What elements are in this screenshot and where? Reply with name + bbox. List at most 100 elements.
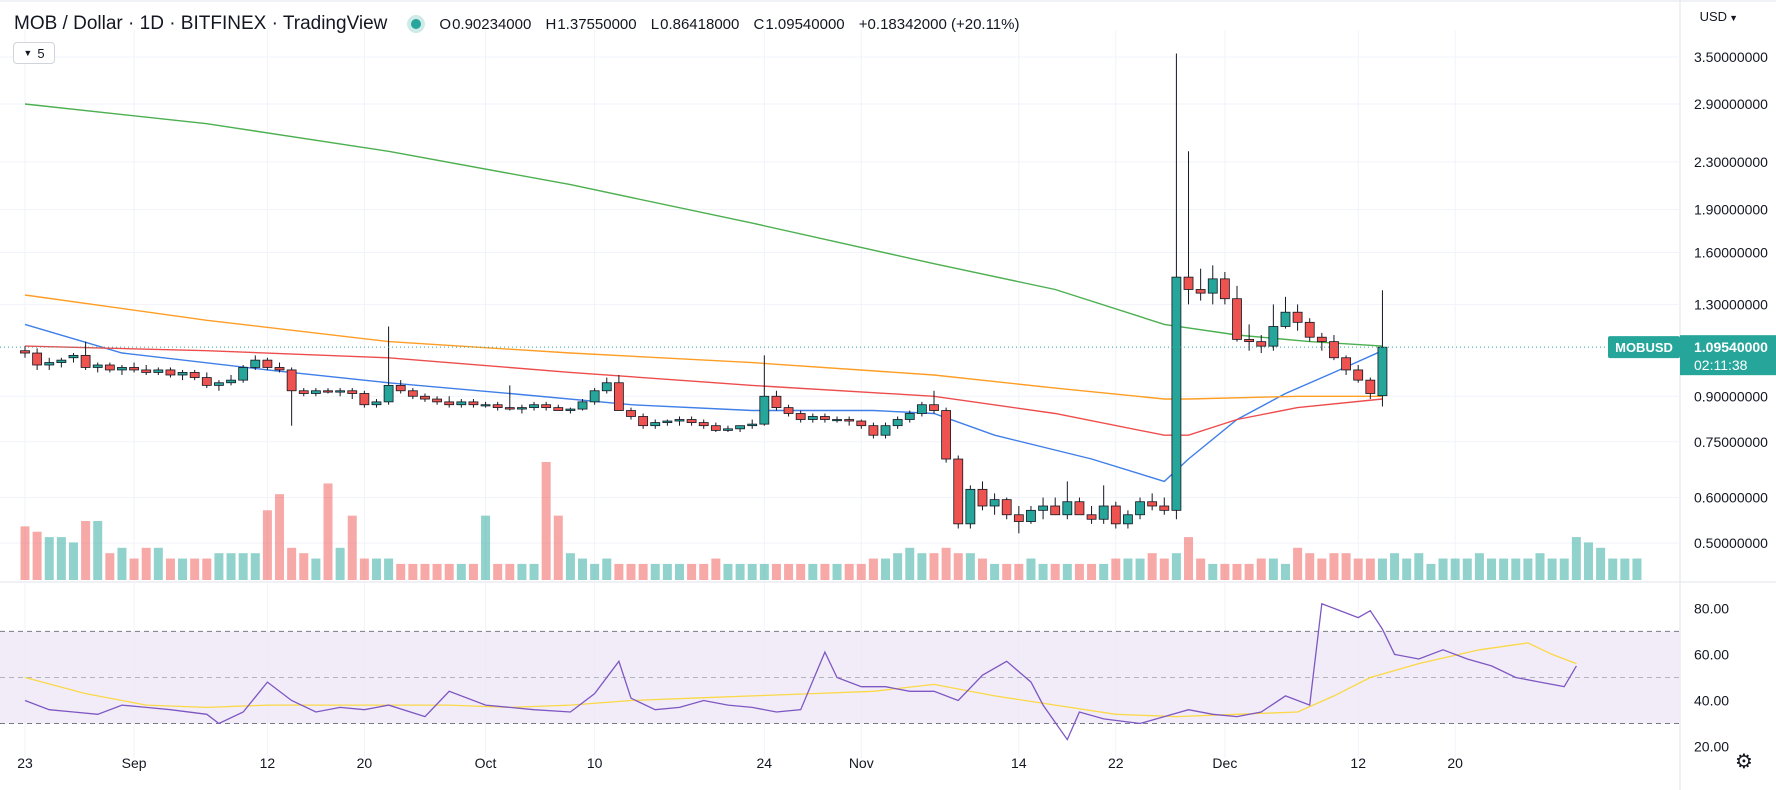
time-tick-label: 23 — [17, 755, 33, 771]
candle — [759, 355, 770, 426]
price-tick-label: 0.90000000 — [1694, 388, 1768, 404]
volume-bar — [1002, 563, 1012, 580]
price-tick-label: 0.50000000 — [1694, 535, 1768, 551]
volume-bar — [553, 515, 563, 580]
volume-bar — [638, 563, 648, 580]
candle — [698, 419, 709, 429]
price-axis[interactable]: 3.50000000 2.90000000 2.30000000 1.90000000… — [1694, 49, 1768, 551]
time-axis[interactable]: 23 Sep 12 20 Oct 10 24 Nov 14 22 Dec 12 20 — [17, 755, 1463, 771]
candle-body — [1050, 505, 1061, 516]
candle-body — [1013, 514, 1024, 522]
candle-body — [1074, 501, 1085, 516]
candles[interactable] — [20, 53, 1388, 534]
volume-bar — [299, 553, 309, 580]
candle-body — [1244, 339, 1255, 343]
candle — [844, 416, 855, 426]
volume-bar — [275, 494, 285, 580]
volume-bar — [153, 547, 163, 580]
candle-body — [141, 369, 152, 373]
volume-bar — [1414, 553, 1424, 580]
candle — [674, 416, 685, 426]
candle-body — [565, 408, 576, 411]
volume-bar — [371, 558, 381, 580]
candle-body — [965, 488, 976, 525]
volume-bar — [468, 563, 478, 580]
volume-bar — [359, 558, 369, 580]
symbol-tag-label: MOBUSD — [1615, 340, 1673, 355]
candle — [201, 372, 212, 389]
currency-selector[interactable]: USD ▼ — [1700, 9, 1738, 24]
time-tick-label: 22 — [1108, 755, 1124, 771]
candle-body — [1110, 505, 1121, 525]
candle — [335, 388, 346, 397]
volume-bar — [893, 553, 903, 580]
volume-bar — [408, 563, 418, 580]
candle-body — [541, 404, 552, 409]
volume-bar — [953, 553, 963, 580]
candle — [1292, 304, 1303, 331]
volume-bar — [1256, 558, 1266, 580]
candle — [747, 419, 758, 429]
candle-body — [250, 359, 261, 368]
candle-body — [529, 404, 539, 409]
countdown-label: 02:11:38 — [1694, 357, 1748, 373]
volume-bar — [1474, 553, 1484, 580]
low-value: 0.86418000 — [660, 15, 740, 33]
candle-body — [395, 384, 406, 392]
price-tick-label: 0.60000000 — [1694, 490, 1768, 506]
candle-body — [189, 372, 200, 378]
candle — [104, 362, 115, 373]
candle-body — [32, 352, 43, 366]
volume-bar — [1608, 558, 1618, 580]
volume-bar — [881, 558, 891, 580]
volume-bar — [832, 563, 842, 580]
volume-bar — [687, 563, 697, 580]
volume-bar — [517, 563, 527, 580]
price-tick-label: 3.50000000 — [1694, 49, 1768, 65]
candle-body — [274, 367, 285, 371]
candle-body — [1195, 289, 1206, 294]
volume-bar — [723, 563, 733, 580]
candle — [1377, 290, 1388, 407]
candle-body — [723, 428, 733, 431]
candle — [904, 410, 915, 423]
candle-body — [747, 423, 758, 427]
rsi-axis[interactable]: 80.00 60.00 40.00 20.00 — [1694, 600, 1729, 754]
candle-body — [262, 359, 273, 368]
chart-title[interactable]: MOB / Dollar · 1D · BITFINEX · TradingVi… — [14, 13, 388, 34]
candle-body — [286, 369, 297, 392]
candle — [795, 410, 806, 423]
gear-icon[interactable]: ⚙ — [1735, 751, 1753, 773]
volume-bar — [1099, 563, 1109, 580]
volume-bar — [311, 558, 321, 580]
candle — [383, 326, 394, 405]
candle — [517, 404, 527, 414]
indicators-toggle-button[interactable]: ▼ 5 — [13, 42, 55, 64]
candle-body — [1219, 278, 1230, 300]
candle-body — [177, 372, 188, 376]
market-status-dot[interactable] — [411, 19, 422, 29]
candle-body — [20, 350, 30, 354]
volume-bar — [1196, 558, 1206, 580]
candle — [807, 413, 818, 423]
candle-body — [759, 395, 770, 425]
volume-bar — [117, 547, 127, 580]
volume-bar — [541, 462, 551, 580]
volume-bar — [1062, 563, 1072, 580]
volume-bar — [1074, 563, 1084, 580]
candle-body — [1135, 501, 1145, 516]
volume-bar — [202, 558, 212, 580]
candle-body — [1062, 501, 1073, 516]
candle-body — [226, 379, 236, 384]
volume-bar — [650, 563, 660, 580]
candle — [965, 485, 976, 529]
candle — [395, 380, 406, 394]
volume-bar — [868, 558, 878, 580]
volume-bar — [699, 563, 709, 580]
volume-bar — [1111, 558, 1121, 580]
rsi-line — [24, 602, 1577, 741]
candle — [32, 348, 43, 370]
candle-body — [1365, 379, 1376, 394]
price-tick-label: 0.75000000 — [1694, 434, 1768, 450]
